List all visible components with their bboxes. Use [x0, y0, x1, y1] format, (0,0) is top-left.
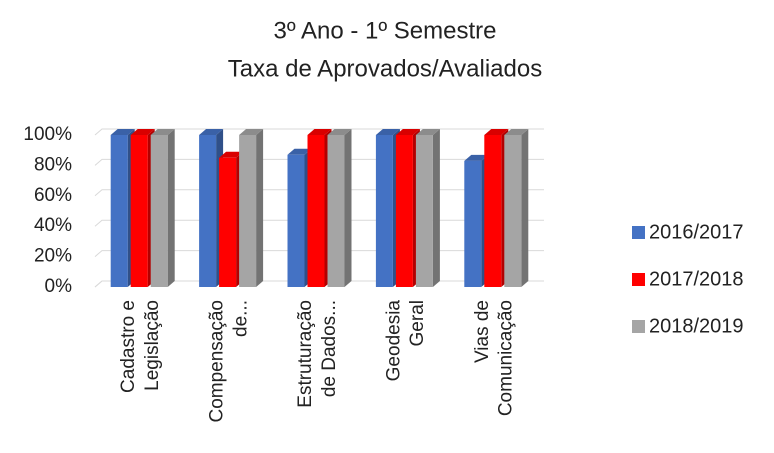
bar	[327, 135, 345, 287]
x-tick-label-line: Cadastro e	[118, 300, 139, 393]
legend-label: 2016/2017	[649, 221, 744, 243]
bar-top	[110, 129, 135, 135]
bar-top	[484, 129, 509, 135]
y-tick-label: 80%	[34, 154, 72, 175]
bar-top	[150, 129, 175, 135]
bar	[375, 135, 393, 287]
bar	[504, 135, 522, 287]
y-tick-label: 100%	[23, 124, 72, 145]
legend-swatch	[632, 320, 645, 333]
bar	[287, 154, 305, 287]
bar-top	[130, 129, 155, 135]
y-tick-label: 40%	[34, 215, 72, 236]
x-tick-label-line: Compensação	[207, 300, 228, 423]
x-tick-label-line: Legislação	[142, 300, 163, 391]
x-tick-label-line: Estruturação	[295, 300, 316, 408]
x-tick-label-line: Geodesia	[383, 300, 404, 382]
x-tick-label-line: de...	[230, 300, 251, 337]
bar	[239, 135, 257, 287]
bar-top	[327, 129, 352, 135]
bar-top	[219, 151, 244, 158]
bar	[219, 157, 237, 287]
bar	[464, 160, 482, 287]
y-tick-label: 20%	[34, 246, 72, 267]
bar-top	[375, 129, 400, 135]
bar-top	[415, 129, 440, 135]
bar-top	[287, 148, 312, 155]
x-tick-label: Geodesia Geral	[383, 300, 428, 382]
bar	[484, 135, 502, 287]
legend-swatch	[632, 226, 645, 239]
bar-side	[167, 129, 175, 287]
bar	[415, 135, 433, 287]
x-tick-label-line: de Dados...	[319, 300, 340, 397]
bar-top	[395, 129, 420, 135]
bar	[150, 135, 168, 287]
bar	[395, 135, 413, 287]
x-tick-label-line: Comunicação	[496, 300, 517, 416]
y-tick-label: 0%	[45, 276, 73, 297]
bar	[110, 135, 128, 287]
x-tick-label: Vias de Comunicação	[472, 300, 517, 416]
bar-side	[256, 129, 264, 287]
y-tick-label: 60%	[34, 185, 72, 206]
bar-top	[199, 129, 224, 135]
bar-top	[464, 154, 489, 161]
x-tick-label: Compensação de...	[207, 300, 252, 423]
bar-top	[307, 129, 332, 135]
chart-title: Taxa de Aprovados/Avaliados	[228, 55, 542, 82]
bar	[307, 135, 325, 287]
chart-title: 3º Ano - 1º Semestre	[274, 17, 497, 44]
x-tick-label-line: Vias de	[472, 300, 493, 363]
bar-side	[521, 129, 529, 287]
legend-label: 2017/2018	[649, 268, 744, 290]
x-tick-label-line: Geral	[407, 300, 428, 346]
bar	[130, 135, 148, 287]
bar-top	[504, 129, 529, 135]
x-tick-label: Estruturação de Dados...	[295, 300, 340, 408]
bar	[199, 135, 217, 287]
x-tick-label: Cadastro e Legislação	[118, 300, 163, 393]
legend-label: 2018/2019	[649, 315, 744, 337]
bar-side	[344, 129, 352, 287]
bar-side	[432, 129, 440, 287]
bar-top	[239, 129, 264, 135]
legend-swatch	[632, 273, 645, 286]
